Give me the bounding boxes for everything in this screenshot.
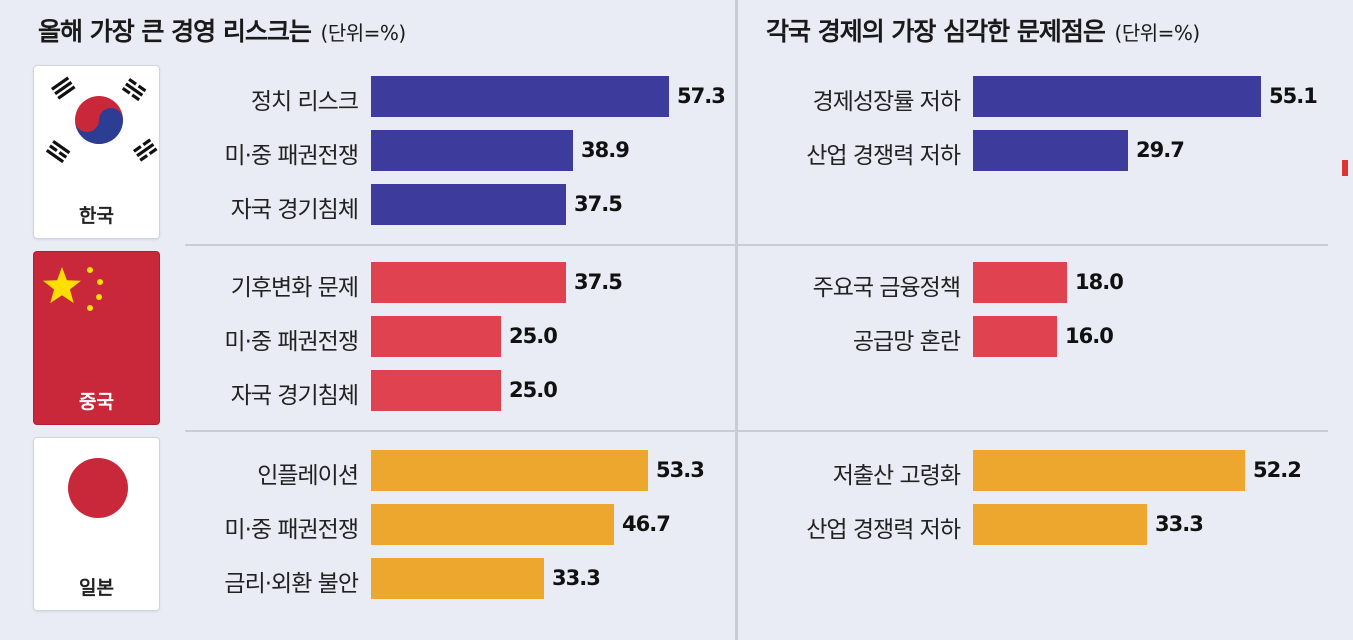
bar-value-label: 29.7 bbox=[1136, 138, 1185, 162]
bar-category-label: 미·중 패권전쟁 bbox=[224, 517, 359, 543]
edge-mark bbox=[1342, 160, 1348, 176]
bar-value-label: 55.1 bbox=[1269, 84, 1318, 108]
bar-category-label: 산업 경쟁력 저하 bbox=[806, 143, 961, 169]
bar bbox=[973, 504, 1147, 545]
bar bbox=[371, 450, 648, 491]
bar-value-label: 38.9 bbox=[581, 138, 630, 162]
bar-value-label: 16.0 bbox=[1065, 324, 1114, 348]
korea-flag-icon bbox=[45, 76, 158, 164]
bar bbox=[371, 558, 544, 599]
bar-category-label: 인플레이션 bbox=[257, 463, 359, 489]
left-chart-title: 올해 가장 큰 경영 리스크는 (단위=%) bbox=[38, 17, 407, 46]
bar-value-label: 33.3 bbox=[1155, 512, 1204, 536]
bar-value-label: 18.0 bbox=[1075, 270, 1124, 294]
bar-value-label: 57.3 bbox=[677, 84, 726, 108]
japan-flag-icon bbox=[68, 458, 128, 518]
japan-card: 일본 bbox=[34, 438, 159, 610]
bar bbox=[973, 450, 1245, 491]
bar bbox=[371, 262, 566, 303]
right-unit-label: (단위=%) bbox=[1114, 21, 1201, 45]
bar-category-label: 자국 경기침체 bbox=[230, 197, 359, 223]
bar-value-label: 46.7 bbox=[622, 512, 671, 536]
country-label-china: 중국 bbox=[79, 391, 114, 413]
bar bbox=[973, 316, 1057, 357]
bar-category-label: 기후변화 문제 bbox=[230, 275, 359, 301]
bar-value-label: 53.3 bbox=[656, 458, 705, 482]
column-divider bbox=[735, 0, 738, 640]
bar-value-label: 37.5 bbox=[574, 270, 623, 294]
left-unit-label: (단위=%) bbox=[320, 21, 407, 45]
bar-category-label: 금리·외환 불안 bbox=[224, 571, 359, 597]
bar-category-label: 자국 경기침체 bbox=[230, 383, 359, 409]
row-divider bbox=[185, 244, 1328, 246]
bar-value-label: 25.0 bbox=[509, 378, 558, 402]
china-flag-icon bbox=[43, 267, 103, 311]
bar bbox=[371, 504, 614, 545]
row-divider bbox=[185, 430, 1328, 432]
bar-category-label: 저출산 고령화 bbox=[832, 463, 961, 489]
bar-value-label: 33.3 bbox=[552, 566, 601, 590]
bar bbox=[371, 130, 573, 171]
bar-value-label: 37.5 bbox=[574, 192, 623, 216]
bar bbox=[371, 184, 566, 225]
korea-card: 한국 bbox=[34, 66, 159, 238]
country-label-japan: 일본 bbox=[79, 577, 114, 599]
country-label-korea: 한국 bbox=[79, 205, 114, 227]
bar-category-label: 산업 경쟁력 저하 bbox=[806, 517, 961, 543]
bar-value-label: 25.0 bbox=[509, 324, 558, 348]
bar-value-label: 52.2 bbox=[1253, 458, 1302, 482]
bar-category-label: 주요국 금융정책 bbox=[812, 275, 961, 301]
bar bbox=[973, 130, 1128, 171]
china-card: 중국 bbox=[34, 252, 159, 424]
right-chart-title: 각국 경제의 가장 심각한 문제점은 (단위=%) bbox=[766, 17, 1201, 46]
bar bbox=[371, 76, 669, 117]
bar bbox=[371, 316, 501, 357]
bar bbox=[371, 370, 501, 411]
bar-category-label: 정치 리스크 bbox=[250, 89, 359, 115]
bar bbox=[973, 262, 1067, 303]
bar-category-label: 경제성장률 저하 bbox=[812, 89, 961, 115]
bar bbox=[973, 76, 1261, 117]
bar-category-label: 미·중 패권전쟁 bbox=[224, 143, 359, 169]
bar-category-label: 미·중 패권전쟁 bbox=[224, 329, 359, 355]
bar-category-label: 공급망 혼란 bbox=[852, 329, 961, 355]
